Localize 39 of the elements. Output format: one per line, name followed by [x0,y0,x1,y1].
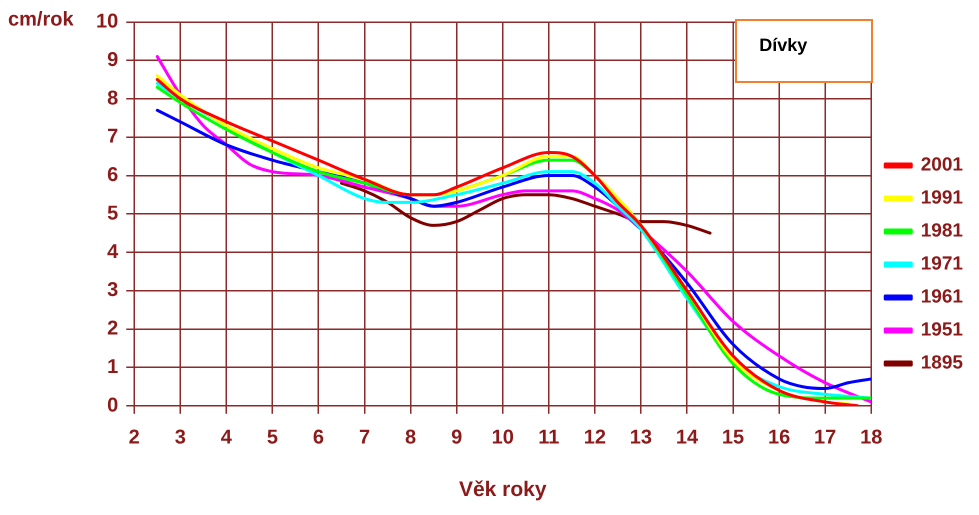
x-tick-label: 18 [860,426,882,448]
y-tick-label: 3 [107,279,118,302]
legend-label: 2001 [920,154,964,176]
y-tick-label: 10 [96,10,118,33]
legend-label: 1951 [920,320,964,341]
x-tick-label: 8 [405,426,416,448]
line-series [340,182,712,235]
note-box: Dívky [735,19,874,83]
x-tick-label: 12 [584,426,606,448]
x-tick-label: 9 [451,426,462,448]
legend-label: 1991 [920,188,964,209]
x-tick-label: 6 [312,426,324,448]
y-tick-label: 8 [107,87,118,110]
legend-label: 1961 [920,286,964,308]
y-tick-label: 5 [107,202,118,224]
x-tick-label: 5 [266,426,278,448]
x-axis-title: Věk roky [458,478,547,502]
legend-label: 1895 [920,352,964,374]
y-tick-label: 2 [107,318,118,340]
x-tick-label: 11 [538,426,560,448]
legend-label: 1971 [920,254,964,275]
y-tick-label: 6 [107,164,118,186]
x-tick-label: 16 [768,426,790,448]
y-tick-label: 0 [107,394,118,416]
legend-label: 1981 [920,220,964,242]
x-tick-label: 2 [128,426,140,448]
y-tick-label: 9 [107,48,118,71]
y-tick-label: 7 [107,126,118,148]
x-tick-label: 4 [220,426,233,448]
y-tick-label: 1 [107,356,118,378]
x-tick-label: 10 [492,426,514,448]
x-tick-label: 7 [358,426,370,448]
x-tick-label: 14 [676,426,699,448]
y-tick-label: 4 [107,240,120,263]
y-axis-title: cm/rok [8,8,74,31]
x-tick-label: 3 [174,426,186,448]
x-tick-label: 15 [722,426,744,448]
x-tick-label: 13 [630,426,652,448]
x-tick-label: 17 [814,426,836,448]
